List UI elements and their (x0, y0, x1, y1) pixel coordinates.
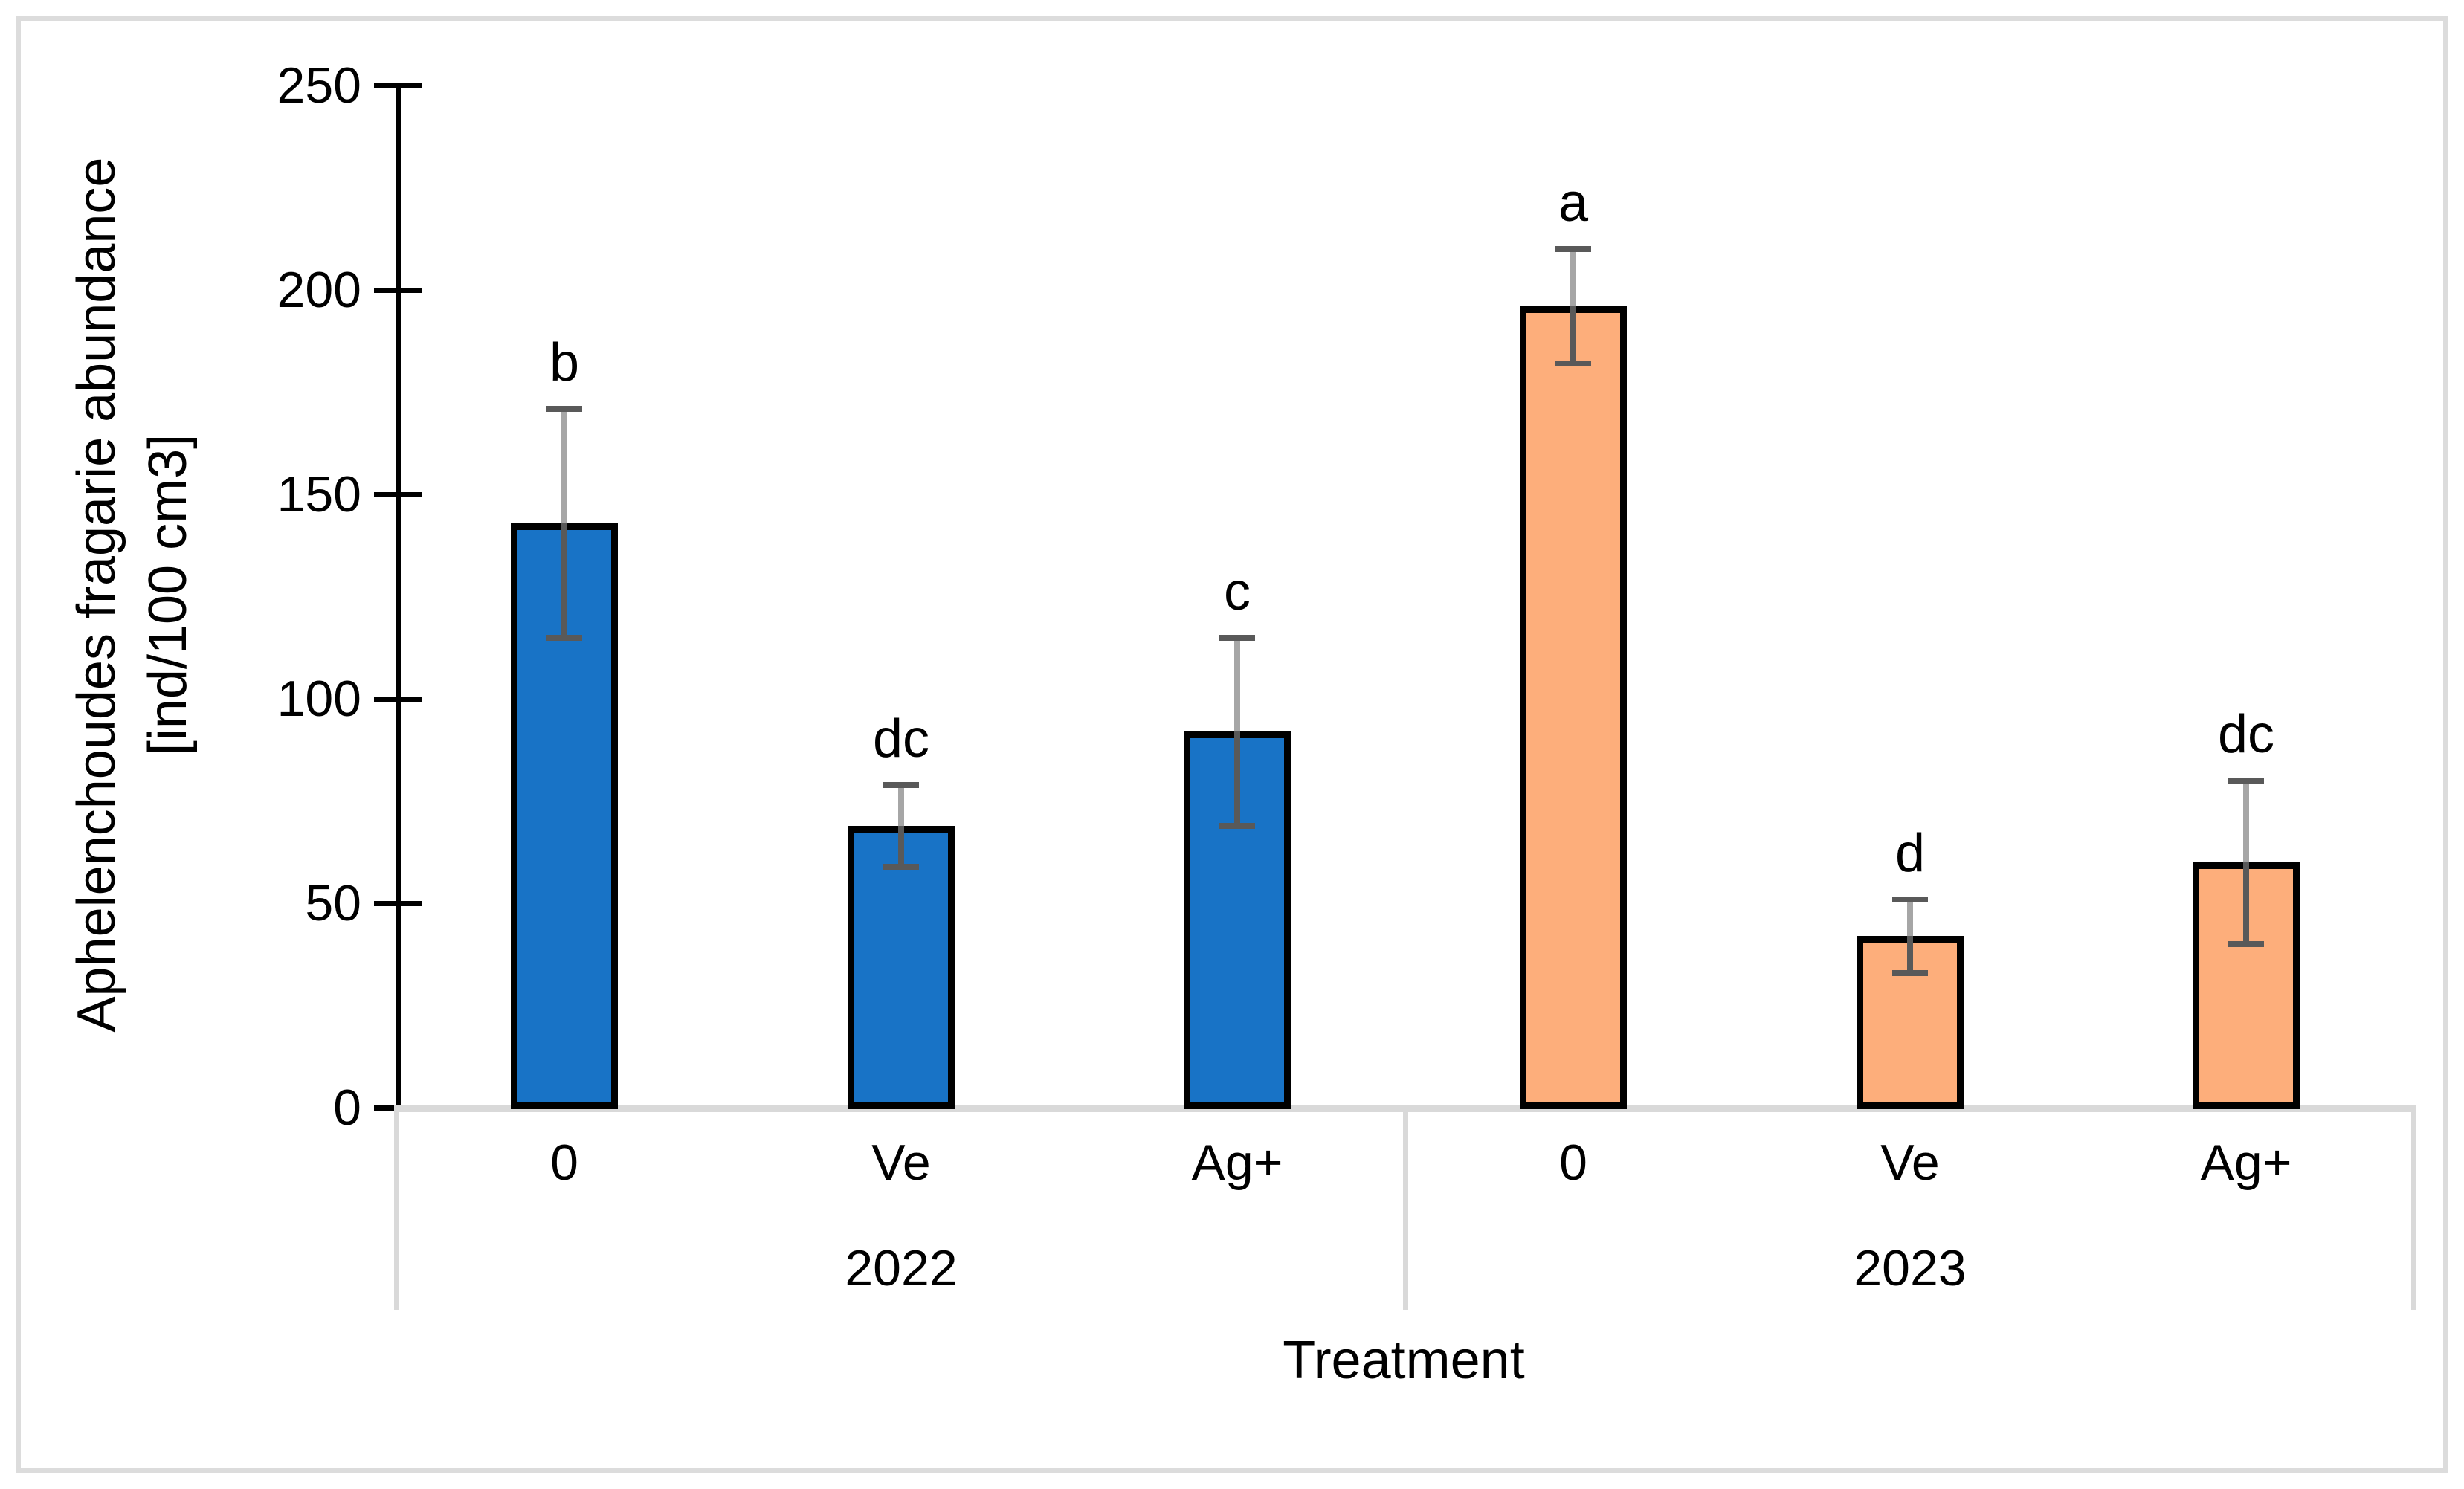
significance-letter-2022-0: b (549, 333, 580, 393)
year-label-2022: 2022 (845, 1240, 958, 1296)
category-label-2023-Ve: Ve (1880, 1134, 1940, 1191)
error-bar-cap-top-2022-Ve (883, 782, 919, 788)
error-bar-cap-top-2023-Ve (1892, 897, 1928, 902)
error-bar-cap-bottom-2023-Ve (1892, 970, 1928, 976)
error-bar-cap-bottom-2023-0 (1555, 361, 1591, 366)
error-bar-lower-2023-0 (1570, 306, 1576, 364)
y-tick-label-100: 100 (277, 671, 361, 727)
significance-letter-2023-Ag+: dc (2217, 705, 2275, 764)
error-bar-upper-2022-Ag+ (1234, 638, 1240, 731)
y-axis-title: Aphelenchoudes fragarie abundance [ind/1… (61, 0, 210, 1227)
error-bar-lower-2023-Ag+ (2243, 862, 2249, 944)
y-tick-mark-100 (374, 697, 422, 702)
error-bar-lower-2023-Ve (1907, 936, 1913, 973)
category-label-2023-0: 0 (1559, 1134, 1587, 1191)
error-bar-cap-top-2022-Ag+ (1219, 635, 1255, 641)
category-label-2023-Ag+: Ag+ (2200, 1134, 2292, 1191)
y-tick-label-50: 50 (305, 875, 361, 931)
error-bar-cap-top-2023-Ag+ (2228, 778, 2264, 784)
category-label-2022-Ve: Ve (871, 1134, 931, 1191)
error-bar-upper-2023-Ag+ (2243, 781, 2249, 862)
y-axis-line (396, 83, 401, 1112)
y-tick-label-0: 0 (333, 1079, 361, 1136)
category-label-2022-Ag+: Ag+ (1191, 1134, 1283, 1191)
y-tick-label-200: 200 (277, 262, 361, 318)
category-label-2022-0: 0 (550, 1134, 578, 1191)
error-bar-cap-bottom-2023-Ag+ (2228, 941, 2264, 947)
x-axis-title: Treatment (1283, 1331, 1525, 1390)
error-bar-lower-2022-Ve (898, 826, 904, 867)
category-axis-line (394, 1105, 2416, 1112)
y-axis-title-line2: [ind/100 cm3] (138, 433, 198, 756)
y-tick-mark-150 (374, 492, 422, 497)
error-bar-lower-2022-0 (561, 523, 567, 638)
error-bar-cap-top-2023-0 (1555, 246, 1591, 252)
significance-letter-2023-0: a (1558, 173, 1589, 233)
y-tick-label-150: 150 (277, 466, 361, 523)
error-bar-cap-bottom-2022-Ve (883, 864, 919, 870)
category-separator-1 (1403, 1112, 1408, 1310)
category-separator-2 (2411, 1112, 2416, 1310)
significance-letter-2022-Ve: dc (872, 709, 930, 769)
error-bar-upper-2022-Ve (898, 785, 904, 826)
error-bar-lower-2022-Ag+ (1234, 731, 1240, 826)
year-label-2023: 2023 (1854, 1240, 1967, 1296)
significance-letter-2022-Ag+: c (1224, 562, 1251, 621)
error-bar-upper-2022-0 (561, 409, 567, 523)
significance-letter-2023-Ve: d (1894, 824, 1926, 883)
error-bar-upper-2023-0 (1570, 249, 1576, 306)
category-separator-0 (394, 1112, 399, 1310)
error-bar-cap-top-2022-0 (546, 406, 582, 412)
error-bar-upper-2023-Ve (1907, 899, 1913, 936)
y-tick-label-250: 250 (277, 57, 361, 114)
bar-2023-0 (1520, 306, 1627, 1109)
y-tick-mark-200 (374, 288, 422, 293)
error-bar-cap-bottom-2022-Ag+ (1219, 823, 1255, 829)
y-tick-mark-50 (374, 901, 422, 906)
y-tick-mark-250 (374, 83, 422, 88)
y-axis-title-line1: Aphelenchoudes fragarie abundance (67, 157, 126, 1033)
error-bar-cap-bottom-2022-0 (546, 635, 582, 641)
